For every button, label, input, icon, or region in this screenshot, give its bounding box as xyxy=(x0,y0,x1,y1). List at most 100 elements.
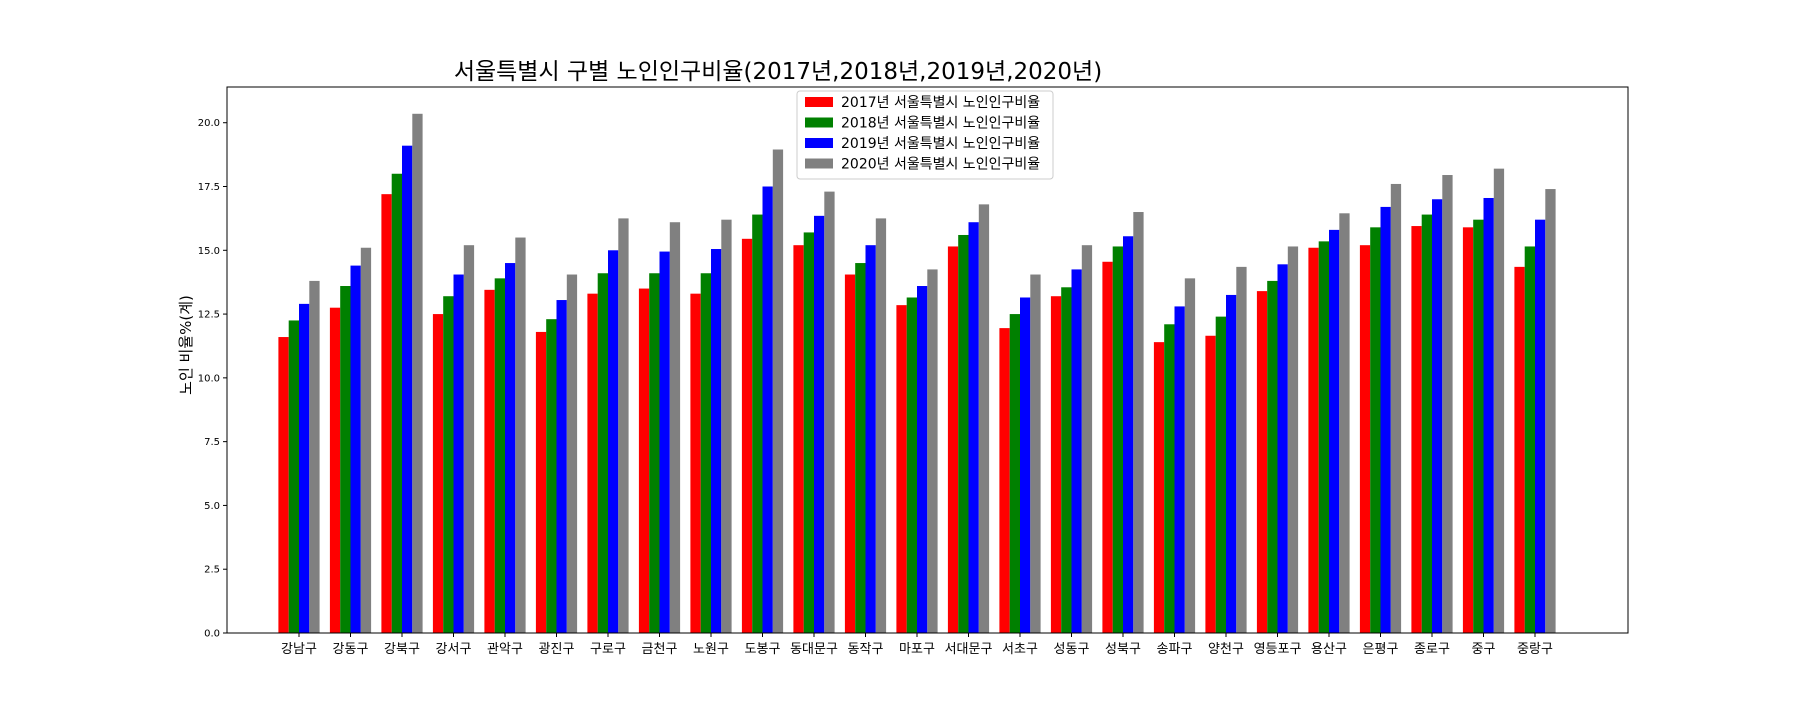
bar xyxy=(1133,212,1144,634)
bar xyxy=(721,219,732,633)
bar xyxy=(1329,229,1340,633)
bar xyxy=(803,232,814,633)
y-axis-ticks: 0.0 2.5 5.0 7.5 10.0 12.5 15.0 17.5 20.0 xyxy=(198,118,227,640)
bar xyxy=(463,245,475,633)
x-tick-label: 용산구 xyxy=(1311,642,1347,657)
y-axis-label: 노인 비율%(계) xyxy=(177,295,195,395)
bar xyxy=(896,305,907,633)
bar xyxy=(340,286,351,633)
bar xyxy=(453,274,464,633)
bar xyxy=(443,296,454,633)
legend-swatch xyxy=(805,117,833,128)
bar xyxy=(1071,269,1082,633)
x-tick-label: 은평구 xyxy=(1363,642,1399,657)
bar xyxy=(597,273,608,633)
bar xyxy=(1164,324,1175,633)
bar xyxy=(844,274,856,633)
bar xyxy=(1473,219,1484,633)
bar xyxy=(947,246,959,633)
bar xyxy=(1267,280,1278,633)
bar xyxy=(556,300,567,633)
bar xyxy=(494,278,505,633)
bar xyxy=(690,293,701,633)
bar xyxy=(515,237,526,633)
bar xyxy=(1535,219,1546,633)
bar xyxy=(649,273,660,633)
bar xyxy=(1226,294,1237,633)
bar xyxy=(1009,314,1020,633)
bar xyxy=(278,337,289,633)
x-tick-label: 양천구 xyxy=(1208,642,1244,657)
y-tick-label: 10.0 xyxy=(198,373,220,384)
bar xyxy=(484,289,495,633)
bar xyxy=(1215,316,1226,633)
bar xyxy=(288,320,299,633)
bar xyxy=(402,145,413,633)
y-tick-label: 7.5 xyxy=(204,437,220,448)
bar xyxy=(793,245,804,633)
x-tick-label: 강남구 xyxy=(281,642,317,657)
bar xyxy=(772,149,784,633)
bar xyxy=(618,218,629,633)
y-tick-label: 17.5 xyxy=(198,182,220,193)
bar xyxy=(412,113,423,633)
x-tick-label: 도봉구 xyxy=(745,642,781,657)
bar xyxy=(1524,246,1535,633)
bar xyxy=(958,234,969,633)
bar xyxy=(1411,226,1422,634)
bar xyxy=(1061,287,1072,633)
bar xyxy=(669,222,681,633)
bar xyxy=(906,297,917,633)
x-tick-label: 중구 xyxy=(1472,642,1496,657)
x-tick-label: 송파구 xyxy=(1157,642,1193,657)
bar xyxy=(1205,335,1216,633)
bar xyxy=(978,204,990,633)
bar xyxy=(1483,197,1494,634)
x-tick-label: 강동구 xyxy=(333,642,369,657)
bar xyxy=(700,273,711,633)
x-tick-label: 영등포구 xyxy=(1254,642,1302,657)
x-tick-label: 종로구 xyxy=(1414,642,1450,657)
bar xyxy=(1174,306,1185,633)
bar xyxy=(659,251,670,633)
x-tick-label: 동작구 xyxy=(848,642,884,657)
x-tick-label: 중랑구 xyxy=(1517,642,1553,657)
bar xyxy=(566,274,578,633)
bar xyxy=(855,263,866,633)
bar xyxy=(927,269,938,633)
x-tick-label: 강서구 xyxy=(436,642,472,657)
bar xyxy=(1462,227,1474,634)
bar xyxy=(535,331,547,633)
x-tick-label: 성동구 xyxy=(1054,642,1090,657)
chart-title: 서울특별시 구별 노인인구비율(2017년,2018년,2019년,2020년) xyxy=(454,59,1102,85)
legend-swatch xyxy=(805,97,833,107)
bar xyxy=(752,214,763,633)
bar xyxy=(1493,168,1505,633)
bar xyxy=(1390,183,1402,633)
bar xyxy=(865,245,876,633)
bar xyxy=(1308,247,1319,633)
x-tick-label: 동대문구 xyxy=(790,642,838,657)
bar xyxy=(1236,266,1247,633)
legend-entry-label: 2017년 서울특별시 노인인구비율 xyxy=(841,95,1040,111)
bar xyxy=(381,194,392,633)
bar xyxy=(1339,213,1350,634)
x-axis-ticks: 강남구 강동구 강북구 강서구 관악구 광진구 구로구 금천구 노원구 도봉구 동대문구 동작구 마포구… xyxy=(281,633,1553,657)
bar xyxy=(875,218,887,633)
x-tick-label: 관악구 xyxy=(487,642,523,657)
legend-entry-label: 2019년 서울특별시 노인인구비율 xyxy=(841,136,1040,152)
bar xyxy=(1256,291,1268,633)
x-tick-label: 서초구 xyxy=(1002,642,1038,657)
x-tick-label: 서대문구 xyxy=(945,642,993,657)
bar xyxy=(638,288,650,633)
bar xyxy=(350,265,361,633)
y-tick-label: 12.5 xyxy=(198,310,220,321)
bar xyxy=(1277,264,1288,633)
legend-swatch xyxy=(805,158,833,169)
x-tick-label: 금천구 xyxy=(642,642,678,657)
bar xyxy=(1184,278,1196,633)
x-tick-label: 구로구 xyxy=(590,642,626,657)
y-tick-label: 15.0 xyxy=(198,246,220,257)
